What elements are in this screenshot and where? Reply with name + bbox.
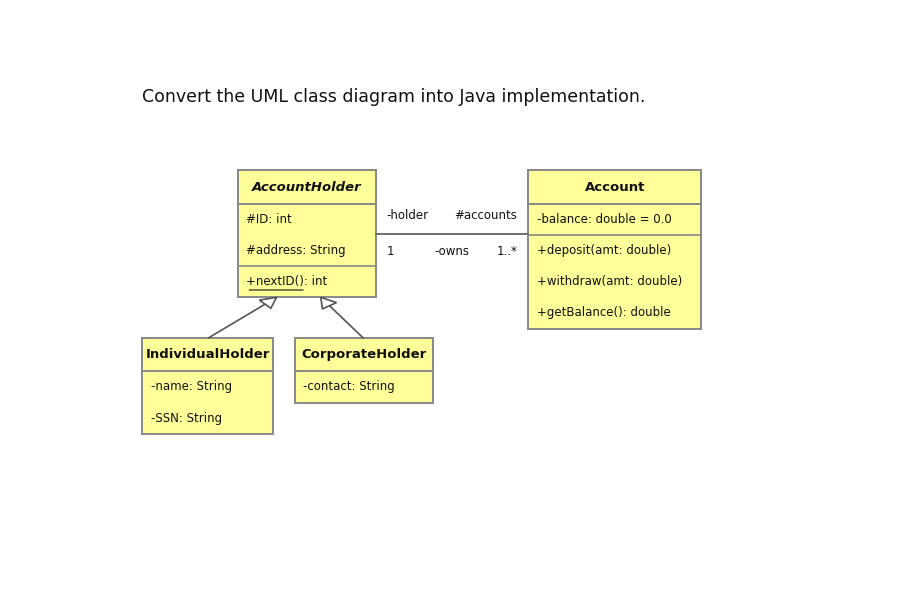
Text: AccountHolder: AccountHolder — [252, 180, 362, 193]
Bar — [295, 338, 433, 402]
Text: -contact: String: -contact: String — [303, 380, 394, 393]
Text: #ID: int: #ID: int — [247, 213, 292, 226]
Text: -owns: -owns — [435, 245, 469, 259]
Polygon shape — [320, 297, 337, 309]
Bar — [295, 338, 433, 371]
Text: #address: String: #address: String — [247, 244, 346, 257]
Text: Account: Account — [584, 180, 645, 193]
Text: +deposit(amt: double): +deposit(amt: double) — [537, 244, 671, 257]
Text: #accounts: #accounts — [455, 210, 518, 223]
Polygon shape — [259, 297, 277, 308]
Text: -holder: -holder — [386, 210, 429, 223]
Text: -balance: double = 0.0: -balance: double = 0.0 — [537, 213, 671, 226]
Bar — [142, 338, 273, 434]
Text: -name: String: -name: String — [151, 380, 232, 393]
Bar — [528, 171, 701, 328]
Text: +withdraw(amt: double): +withdraw(amt: double) — [537, 275, 682, 288]
Bar — [238, 171, 376, 297]
Text: +getBalance(): double: +getBalance(): double — [537, 306, 670, 319]
Bar — [238, 171, 376, 204]
Text: IndividualHolder: IndividualHolder — [146, 348, 270, 361]
Text: -SSN: String: -SSN: String — [151, 412, 222, 424]
Text: 1..*: 1..* — [497, 245, 518, 259]
Text: +nextID(): int: +nextID(): int — [247, 275, 328, 288]
Text: Convert the UML class diagram into Java implementation.: Convert the UML class diagram into Java … — [142, 88, 645, 106]
Bar — [142, 338, 273, 371]
Text: 1: 1 — [386, 245, 394, 259]
Bar — [528, 171, 701, 204]
Text: CorporateHolder: CorporateHolder — [301, 348, 426, 361]
